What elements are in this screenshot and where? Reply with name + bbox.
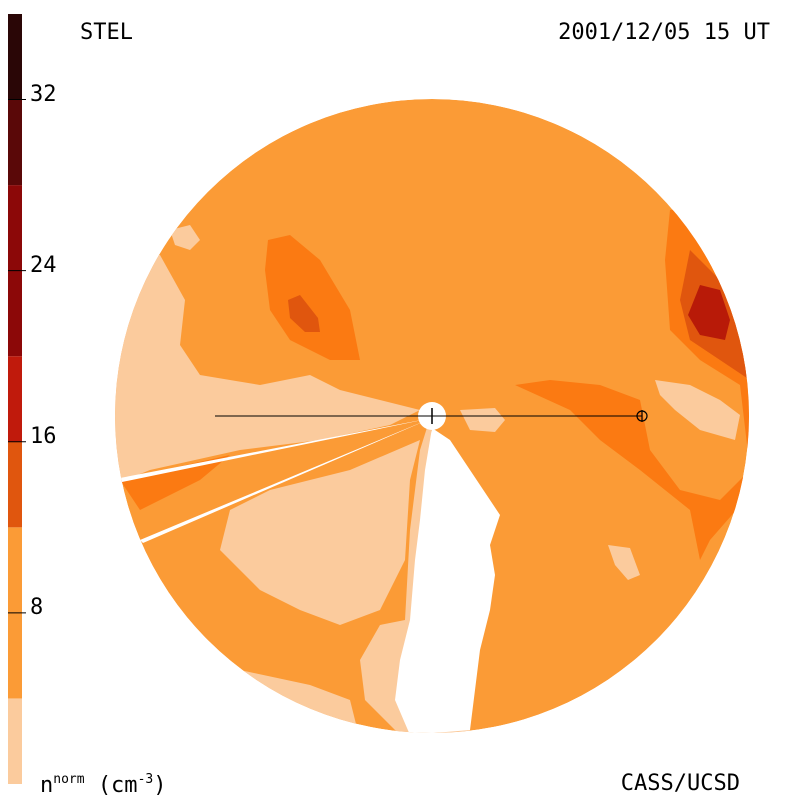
data-gap-ray-2 [140, 418, 432, 543]
colorbar [8, 14, 26, 784]
darker-region-right [688, 285, 730, 340]
station-label: STEL [80, 20, 133, 45]
earth-icon [636, 410, 648, 422]
density-disc [115, 99, 749, 733]
colorbar-tick-label: 32 [30, 81, 57, 107]
colorbar-label-units-sup: -3 [137, 772, 154, 787]
dark-region-upper [288, 295, 320, 332]
colorbar-label-close: ) [153, 773, 167, 798]
colorbar-band [8, 99, 22, 186]
colorbar-tick-label: 24 [30, 252, 57, 278]
light-notch-top [170, 225, 200, 250]
credit-label: CASS/UCSD [620, 771, 740, 796]
light-region-left [115, 250, 420, 490]
colorbar-band [8, 356, 22, 442]
colorbar-band [8, 698, 22, 784]
colorbar-label-base: n [40, 773, 54, 798]
colorbar-label-sup: norm [53, 772, 85, 787]
mid-region-upper [265, 235, 360, 360]
colorbar-tick-label: 16 [30, 423, 57, 449]
data-gap-wedge [395, 428, 500, 733]
mid-region-left-stripe [120, 455, 230, 510]
data-gap-ray-1 [120, 418, 432, 482]
light-blob-center [460, 408, 505, 432]
colorbar-band [8, 14, 22, 100]
colorbar-tick-label: 8 [30, 594, 44, 620]
light-blob-right [655, 380, 740, 440]
colorbar-label-units: (cm [97, 773, 138, 798]
datetime-label: 2001/12/05 15 UT [558, 20, 770, 45]
colorbar-label: nnorm (cm-3) [40, 773, 166, 797]
colorbar-band [8, 441, 22, 528]
light-blob-small [608, 545, 640, 580]
light-region-lower-left [220, 440, 420, 625]
